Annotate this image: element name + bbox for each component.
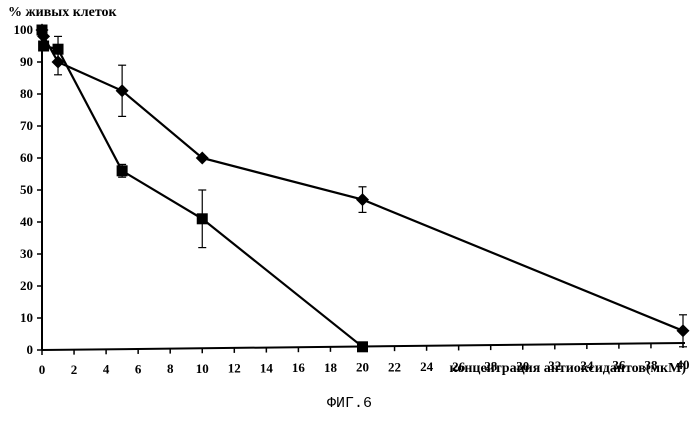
x-tick-label: 36 bbox=[612, 358, 626, 373]
x-tick-label: 32 bbox=[548, 358, 561, 373]
x-tick-label: 40 bbox=[677, 357, 690, 372]
y-tick-label: 90 bbox=[20, 54, 33, 69]
data-point-square bbox=[357, 341, 368, 352]
x-tick-label: 34 bbox=[580, 358, 594, 373]
data-point-square bbox=[197, 213, 208, 224]
x-tick-label: 18 bbox=[324, 360, 338, 375]
x-tick-label: 20 bbox=[356, 360, 369, 375]
x-tick-label: 22 bbox=[388, 359, 401, 374]
y-tick-label: 100 bbox=[14, 22, 34, 37]
data-point-diamond bbox=[677, 324, 690, 337]
series-markers bbox=[36, 24, 690, 353]
x-tick-label: 16 bbox=[292, 360, 306, 375]
x-tick-label: 30 bbox=[516, 358, 529, 373]
y-tick-label: 30 bbox=[20, 246, 33, 261]
y-tick-label: 40 bbox=[20, 214, 33, 229]
x-tick-label: 10 bbox=[196, 361, 209, 376]
x-tick-label: 12 bbox=[228, 361, 241, 376]
data-point-square bbox=[38, 41, 49, 52]
y-axis-label: % живых клеток bbox=[8, 5, 118, 20]
x-tick-label: 0 bbox=[39, 362, 46, 377]
figure-caption: ФИГ.6 bbox=[0, 395, 699, 412]
x-tick-label: 6 bbox=[135, 361, 142, 376]
x-tick-label: 14 bbox=[260, 360, 274, 375]
x-tick-label: 8 bbox=[167, 361, 174, 376]
y-tick-label: 50 bbox=[20, 182, 33, 197]
x-tick-label: 38 bbox=[644, 357, 658, 372]
axes: 0102030405060708090100024681012141618202… bbox=[14, 22, 690, 377]
x-tick-label: 26 bbox=[452, 359, 466, 374]
x-tick-label: 24 bbox=[420, 359, 434, 374]
y-tick-label: 80 bbox=[20, 86, 33, 101]
y-tick-label: 60 bbox=[20, 150, 33, 165]
data-point-square bbox=[53, 44, 64, 55]
y-tick-label: 10 bbox=[20, 310, 33, 325]
x-tick-label: 2 bbox=[71, 362, 78, 377]
data-point-square bbox=[117, 165, 128, 176]
x-tick-label: 4 bbox=[103, 362, 110, 377]
x-tick-label: 28 bbox=[484, 359, 498, 374]
data-point-square bbox=[37, 25, 48, 36]
data-point-diamond bbox=[356, 193, 369, 206]
y-tick-label: 20 bbox=[20, 278, 33, 293]
y-tick-label: 0 bbox=[27, 342, 34, 357]
y-tick-label: 70 bbox=[20, 118, 33, 133]
